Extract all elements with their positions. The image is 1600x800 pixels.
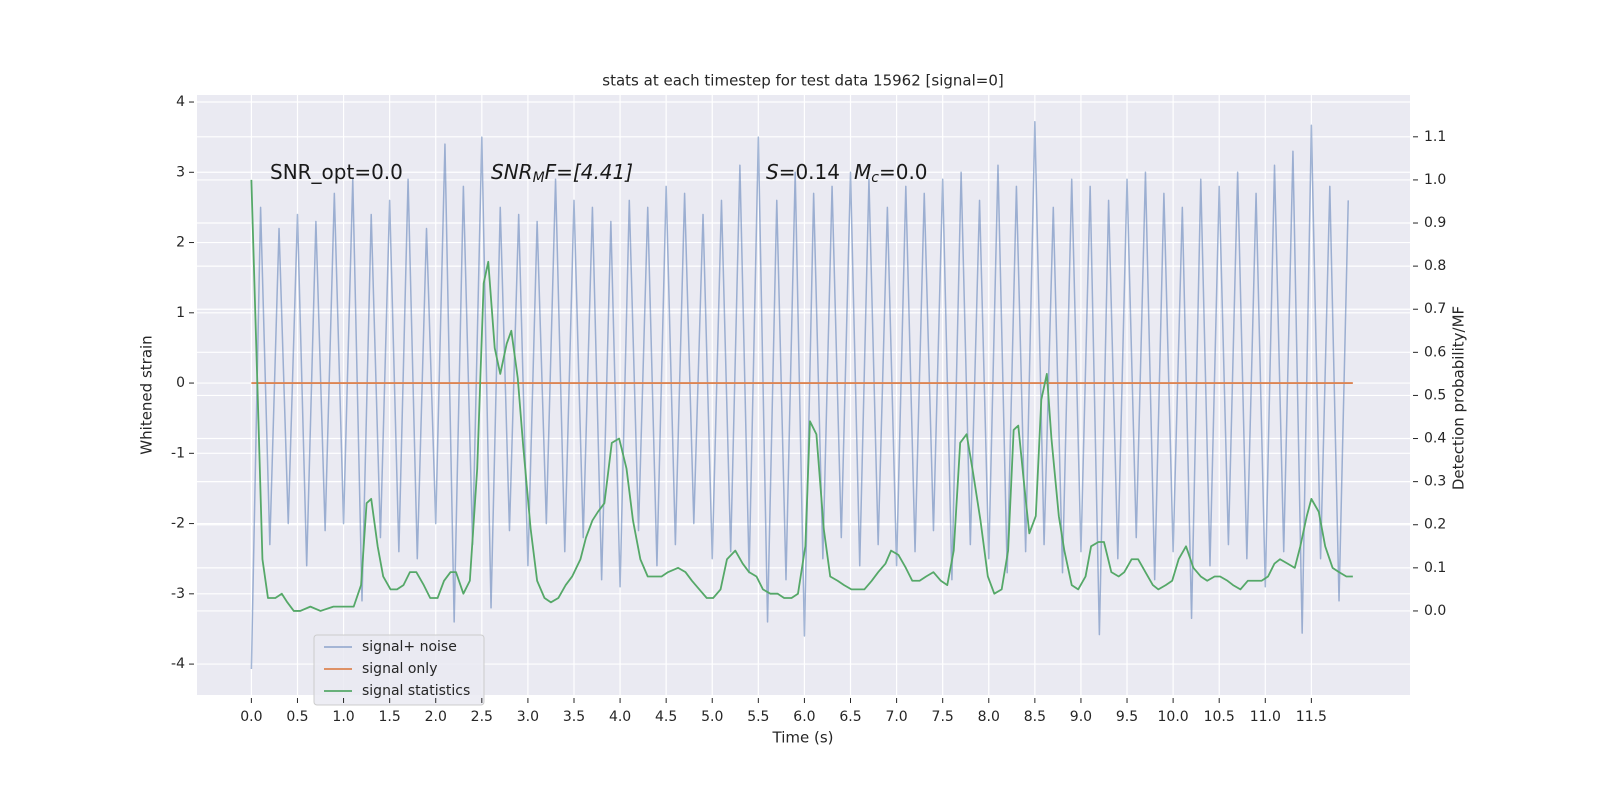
x-tick-label: 0.0 xyxy=(240,709,262,725)
y2-tick-label: 0.0 xyxy=(1424,603,1446,619)
y2-tick-label: 0.8 xyxy=(1424,258,1446,274)
annotation: SNRMF=[4.41] xyxy=(491,160,633,187)
annotation-text: F=[4.41] xyxy=(545,160,633,184)
x-tick-label: 4.0 xyxy=(609,709,631,725)
x-tick-label: 5.5 xyxy=(747,709,769,725)
x-tick-label: 8.5 xyxy=(1024,709,1046,725)
x-tick-label: 10.5 xyxy=(1204,709,1235,725)
y2-tick-label: 0.1 xyxy=(1424,560,1446,576)
y-tick-label: -4 xyxy=(171,656,185,672)
y2-tick-label: 0.5 xyxy=(1424,387,1446,403)
y-tick-label: -2 xyxy=(171,516,185,532)
legend: signal+ noise signal only signal statistic… xyxy=(313,634,485,706)
annotation-text: =0.0 xyxy=(879,160,928,184)
annotation-text: =0.14 xyxy=(779,160,840,184)
x-tick-label: 11.0 xyxy=(1250,709,1281,725)
legend-box xyxy=(313,634,485,706)
y2-tick-label: 0.6 xyxy=(1424,344,1446,360)
y2-tick-label: 0.3 xyxy=(1424,474,1446,490)
x-tick-label: 1.5 xyxy=(379,709,401,725)
annotation: S=0.14 Mc=0.0 xyxy=(766,160,928,187)
legend-label: signal statistics xyxy=(362,683,470,699)
annotation: SNR_opt=0.0 xyxy=(270,160,403,184)
y2-tick-label: 0.2 xyxy=(1424,517,1446,533)
y2-tick-label: 0.4 xyxy=(1424,431,1446,447)
y2-tick-label: 1.0 xyxy=(1424,172,1446,188)
y-tick-label: 1 xyxy=(176,305,185,321)
x-tick-label: 4.5 xyxy=(655,709,677,725)
x-tick-label: 9.0 xyxy=(1070,709,1092,725)
annotation-text: SNR_opt=0.0 xyxy=(270,160,403,184)
y-tick-label: -1 xyxy=(171,445,185,461)
y2-axis-label: Detection probability/MF xyxy=(1450,306,1468,490)
x-tick-label: 0.5 xyxy=(286,709,308,725)
x-tick-label: 8.0 xyxy=(978,709,1000,725)
y-tick-label: 0 xyxy=(176,375,185,391)
y-tick-label: 4 xyxy=(176,94,185,110)
series-line xyxy=(250,179,1353,612)
x-tick-label: 6.5 xyxy=(839,709,861,725)
y2-tick-label: 0.7 xyxy=(1424,301,1446,317)
x-axis-label: Time (s) xyxy=(772,729,834,747)
x-tick-label: 3.0 xyxy=(517,709,539,725)
annotation-subscript: c xyxy=(871,170,879,186)
annotation-text: SNR xyxy=(491,160,533,184)
x-tick-label: 9.5 xyxy=(1116,709,1138,725)
x-tick-label: 2.0 xyxy=(425,709,447,725)
x-tick-label: 5.0 xyxy=(701,709,723,725)
y2-tick-label: 0.9 xyxy=(1424,215,1446,231)
annotation-text: S xyxy=(766,160,779,184)
x-tick-label: 1.0 xyxy=(332,709,354,725)
x-tick-label: 2.5 xyxy=(471,709,493,725)
series-line xyxy=(250,120,1349,670)
annotation-subscript: M xyxy=(533,170,545,186)
y-tick-label: 2 xyxy=(176,235,185,251)
y-axis-label: Whitened strain xyxy=(138,335,156,454)
x-tick-label: 3.5 xyxy=(563,709,585,725)
legend-label: signal+ noise xyxy=(362,639,457,655)
y-tick-label: -3 xyxy=(171,586,185,602)
x-tick-label: 7.0 xyxy=(885,709,907,725)
x-tick-label: 7.5 xyxy=(932,709,954,725)
x-tick-label: 6.0 xyxy=(793,709,815,725)
chart-title: stats at each timestep for test data 159… xyxy=(602,72,1003,90)
y-tick-label: 3 xyxy=(176,164,185,180)
annotation-text: M xyxy=(854,160,871,184)
y2-tick-label: 1.1 xyxy=(1424,129,1446,145)
x-tick-label: 10.0 xyxy=(1158,709,1189,725)
legend-label: signal only xyxy=(362,661,437,677)
x-tick-label: 11.5 xyxy=(1296,709,1327,725)
